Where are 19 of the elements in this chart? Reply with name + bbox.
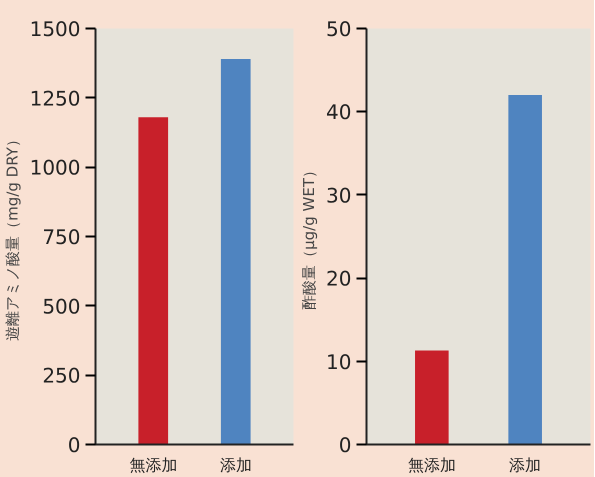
y-axis-title: 遊離アミノ酸量（mg/g DRY） [4,132,22,341]
y-tick-label: 1500 [30,17,81,41]
y-axis-title: 酢酸量（μg/g WET） [300,163,318,310]
y-tick-label: 10 [326,350,352,374]
y-tick-label: 40 [326,100,352,124]
y-tick-label: 500 [42,294,81,318]
y-tick-label: 250 [42,364,81,388]
x-tick-label: 無添加 [408,456,456,474]
y-tick-label: 1250 [30,86,81,110]
y-tick-label: 50 [326,17,352,41]
x-tick-label: 添加 [509,456,542,474]
y-tick-label: 0 [68,433,81,457]
y-tick-label: 1000 [30,156,81,180]
y-tick-label: 0 [338,433,352,457]
y-tick-label: 20 [326,266,352,291]
x-tick-label: 無添加 [129,456,178,474]
y-tick-label: 750 [42,225,81,249]
x-tick-label: 添加 [220,456,252,474]
y-tick-label: 30 [326,183,352,208]
